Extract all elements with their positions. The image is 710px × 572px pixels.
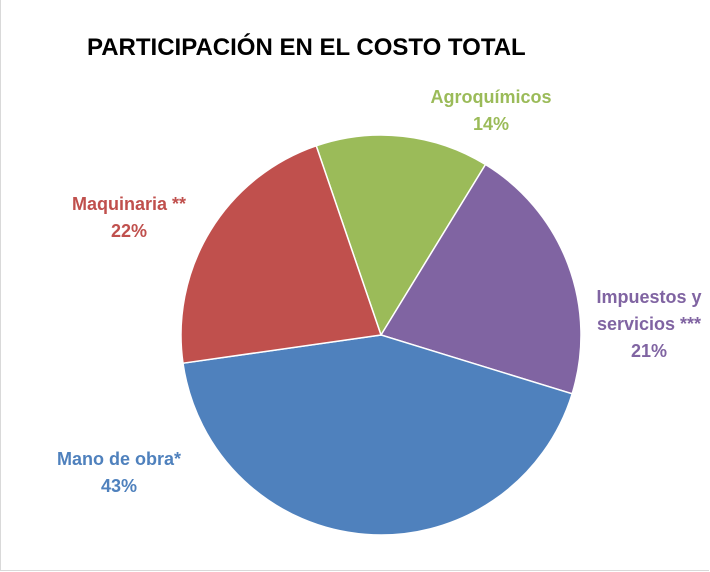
slice-label: Impuestos y servicios *** 21% <box>581 284 710 365</box>
pie-slice <box>315 134 487 337</box>
value-label: 21% <box>630 341 668 361</box>
pie-slice <box>180 144 383 365</box>
slice-label: Mano de obra* 43% <box>29 446 209 500</box>
chart-title: PARTICIPACIÓN EN EL COSTO TOTAL <box>87 34 526 61</box>
value-label: 43% <box>100 476 138 496</box>
value-label: 22% <box>110 221 148 241</box>
category-label: Agroquímicos <box>430 87 552 107</box>
category-label: Impuestos y servicios *** <box>596 287 702 334</box>
slice-label: Maquinaria ** 22% <box>39 191 219 245</box>
category-label: Maquinaria ** <box>71 194 187 214</box>
pie-slice <box>379 163 582 395</box>
pie-slice <box>182 334 574 536</box>
value-label: 14% <box>472 114 510 134</box>
category-label: Mano de obra* <box>56 449 181 469</box>
slice-label: Agroquímicos 14% <box>401 84 581 138</box>
